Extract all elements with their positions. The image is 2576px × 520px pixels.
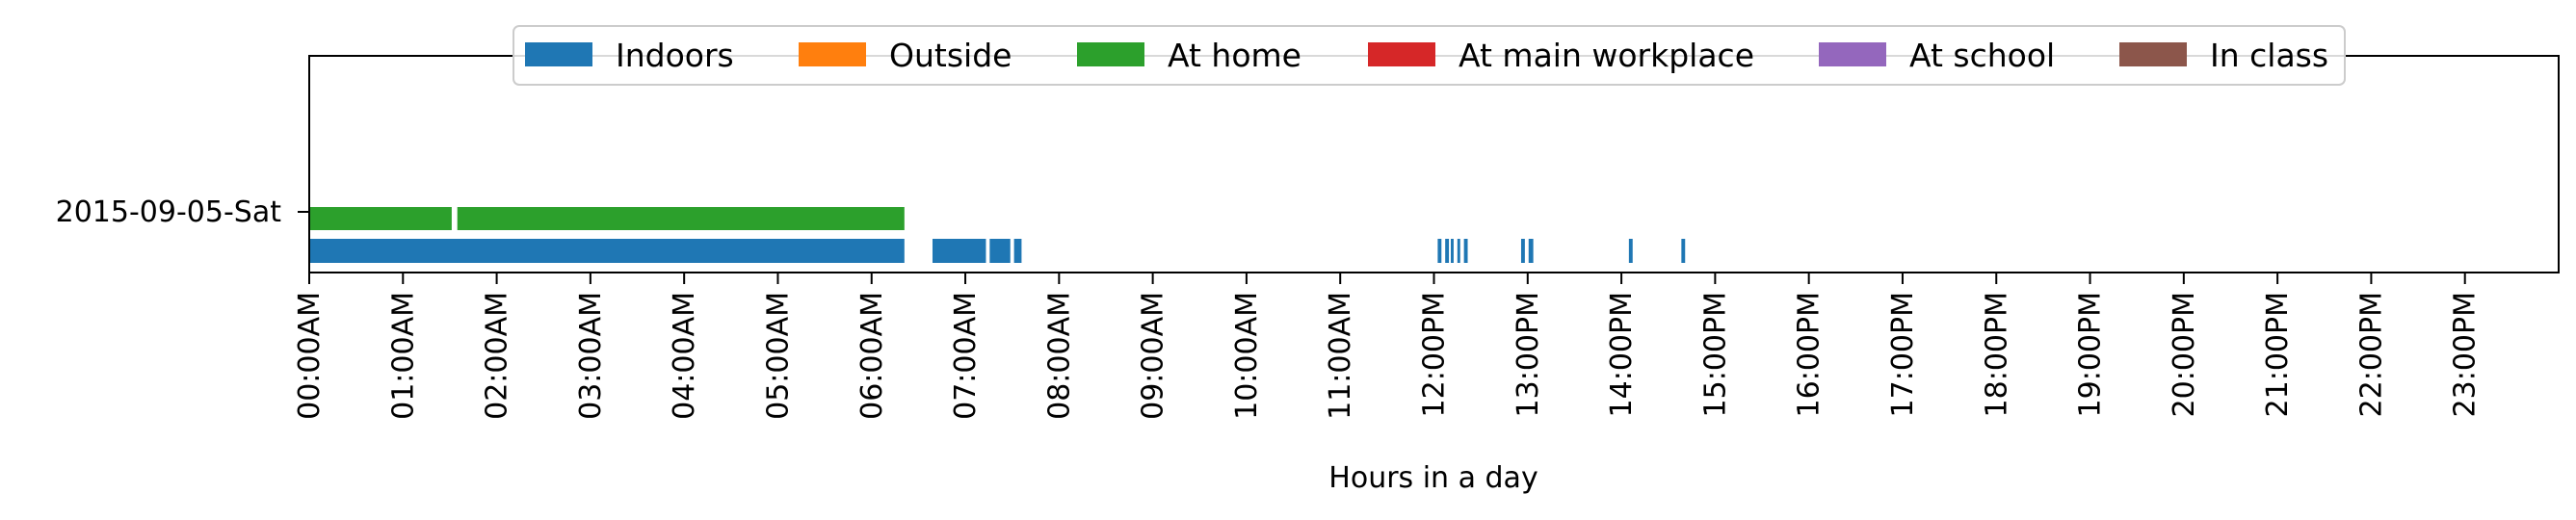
- x-tick-label: 02:00AM: [481, 292, 514, 420]
- indoors-interval-bar: [1681, 239, 1686, 263]
- x-tick-label: 04:00AM: [668, 292, 701, 420]
- indoors-interval-bar: [1520, 239, 1525, 263]
- x-tick-label: 06:00AM: [855, 292, 889, 420]
- x-tick-label: 09:00AM: [1137, 292, 1170, 420]
- at-home-interval-bar: [457, 207, 905, 230]
- at-home-legend-label: At home: [1168, 37, 1301, 74]
- indoors-interval-bar: [1437, 239, 1442, 263]
- x-tick-label: 05:00AM: [761, 292, 795, 420]
- x-tick-label: 01:00AM: [386, 292, 420, 420]
- indoors-interval-bar: [1457, 239, 1460, 263]
- outside-legend-swatch: [799, 42, 866, 66]
- indoors-legend-swatch: [525, 42, 592, 66]
- at-main-workplace-legend-label: At main workplace: [1459, 37, 1754, 74]
- indoors-interval-bar: [309, 239, 905, 263]
- indoors-interval-bar: [1013, 239, 1022, 263]
- at-main-workplace-legend-swatch: [1368, 42, 1435, 66]
- y-axis: 2015-09-05-Sat: [56, 195, 309, 229]
- x-axis: 00:00AM 01:00AM 02:00AM 03:00AM 04:00AM 05:00…: [293, 273, 2483, 420]
- indoors-interval-bar: [932, 239, 986, 263]
- legend: Indoors Outside At home At main workplace At…: [513, 25, 2346, 86]
- y-tick-label: 2015-09-05-Sat: [56, 195, 282, 229]
- chart-marks: [309, 207, 1686, 263]
- indoors-interval-bar: [989, 239, 1011, 263]
- x-tick-label: 19:00PM: [2074, 292, 2108, 417]
- x-tick-label: 07:00AM: [949, 292, 983, 420]
- indoors-legend-label: Indoors: [616, 37, 734, 74]
- x-tick-label: 13:00PM: [1511, 292, 1545, 417]
- outside-legend-label: Outside: [889, 37, 1012, 74]
- indoors-interval-bar: [1528, 239, 1534, 263]
- x-tick-label: 08:00AM: [1042, 292, 1076, 420]
- at-home-legend-swatch: [1077, 42, 1144, 66]
- indoors-interval-bar: [1451, 239, 1454, 263]
- x-tick-label: 17:00PM: [1886, 292, 1920, 417]
- at-school-legend-label: At school: [1909, 37, 2055, 74]
- x-tick-label: 15:00PM: [1698, 292, 1732, 417]
- at-school-legend-swatch: [1819, 42, 1886, 66]
- indoors-interval-bar: [1445, 239, 1450, 263]
- x-tick-label: 16:00PM: [1793, 292, 1827, 417]
- x-tick-label: 14:00PM: [1605, 292, 1639, 417]
- in-class-legend-swatch: [2119, 42, 2187, 66]
- x-tick-label: 00:00AM: [293, 292, 327, 420]
- x-tick-label: 22:00PM: [2354, 292, 2388, 417]
- x-axis-label: Hours in a day: [1328, 461, 1538, 495]
- x-tick-label: 11:00AM: [1324, 292, 1357, 420]
- x-tick-label: 21:00PM: [2261, 292, 2295, 417]
- at-home-interval-bar: [309, 207, 452, 230]
- indoors-interval-bar: [1628, 239, 1633, 263]
- x-tick-label: 12:00PM: [1418, 292, 1452, 417]
- x-tick-label: 23:00PM: [2449, 292, 2483, 417]
- x-tick-label: 10:00AM: [1230, 292, 1264, 420]
- x-tick-label: 18:00PM: [1980, 292, 2013, 417]
- x-tick-label: 20:00PM: [2168, 292, 2201, 417]
- indoors-interval-bar: [1463, 239, 1468, 263]
- x-tick-label: 03:00AM: [574, 292, 608, 420]
- in-class-legend-label: In class: [2210, 37, 2328, 74]
